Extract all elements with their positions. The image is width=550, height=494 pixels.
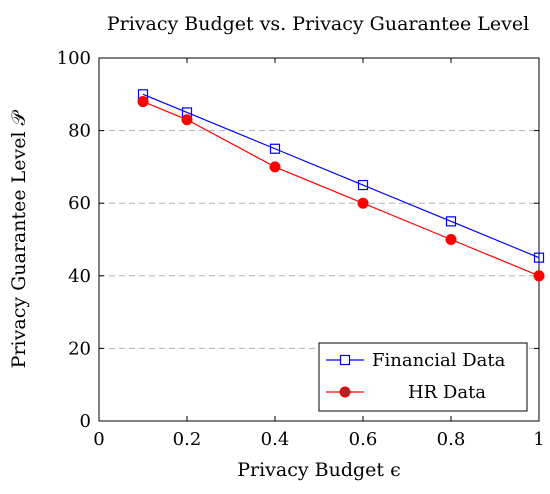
data-point (181, 114, 193, 126)
x-tick-label: 0.6 (349, 429, 378, 450)
legend-entry-0: Financial Data (326, 350, 506, 371)
data-point (533, 252, 545, 263)
data-point (269, 143, 281, 154)
data-point (533, 270, 545, 282)
data-point (357, 179, 369, 191)
legend-marker (339, 386, 351, 398)
legend: Financial Data HR Data (318, 342, 528, 412)
y-tick-label: 60 (68, 193, 91, 214)
plot-frame (98, 57, 540, 422)
y-tick-label: 20 (68, 338, 91, 359)
grid (99, 130, 539, 349)
axis-ticks: 0 0.2 0.4 0.6 0.8 1 0 20 40 60 80 100 (57, 48, 545, 450)
x-tick-label: 0.4 (261, 429, 290, 450)
legend-label: Financial Data (372, 350, 506, 371)
y-tick-label: 40 (68, 266, 91, 287)
series-line (142, 93, 540, 259)
data-point (357, 197, 369, 209)
x-axis-label: Privacy Budget ϵ (237, 459, 401, 481)
chart-title: Privacy Budget vs. Privacy Guarantee Lev… (107, 13, 529, 35)
legend-label: HR Data (408, 382, 486, 403)
data-point (445, 234, 457, 245)
data-point (137, 96, 149, 108)
x-tick-label: 1 (533, 429, 544, 450)
legend-marker (339, 354, 351, 366)
y-axis-label: Privacy Guarantee Level 𝒫 (8, 109, 30, 368)
legend-entry-1: HR Data (326, 382, 486, 403)
series-layer (137, 89, 545, 282)
y-tick-label: 0 (80, 411, 91, 432)
x-tick-label: 0 (93, 429, 104, 450)
series-0 (137, 89, 545, 263)
y-tick-label: 80 (68, 121, 91, 142)
data-point (445, 216, 457, 227)
x-tick-label: 0.8 (437, 429, 466, 450)
series-line (142, 101, 540, 277)
y-tick-label: 100 (57, 48, 91, 69)
series-1 (137, 96, 545, 282)
legend-box (318, 342, 528, 412)
data-point (269, 161, 281, 173)
x-tick-label: 0.2 (173, 429, 202, 450)
